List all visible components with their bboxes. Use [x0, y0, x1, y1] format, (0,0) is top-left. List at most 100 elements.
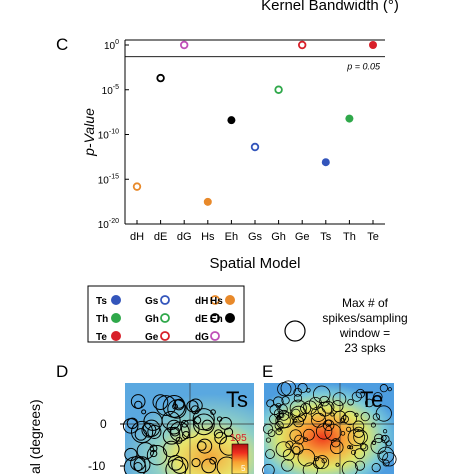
panel-d-model-label: Ts: [226, 387, 248, 412]
x-ticks: dH dE dG Hs Eh Gs Gh Ge Ts Th Te: [130, 220, 379, 243]
max-note-line3: window =: [339, 326, 390, 340]
panel-c-letter: C: [56, 35, 68, 54]
panel-e-letter: E: [262, 362, 273, 381]
spike-circle: [374, 433, 384, 444]
spike-circle: [297, 448, 316, 467]
spike-circle: [267, 429, 276, 437]
spike-circle: [331, 438, 341, 448]
legend-marker-dE: [210, 313, 220, 323]
spike-circle: [275, 402, 282, 409]
spike-circle: [319, 395, 330, 407]
spike-circle: [290, 405, 307, 423]
spike-circle: [275, 428, 283, 436]
spike-circle: [364, 398, 374, 408]
legend-label-Ts: Ts: [96, 296, 107, 307]
spike-circle: [353, 426, 365, 438]
spike-circle: [330, 412, 335, 417]
legend-label-Te: Te: [96, 332, 107, 343]
y-tick-label: 10-15: [98, 173, 119, 186]
x-tick-label-dE: dE: [154, 231, 167, 243]
spike-circle: [279, 412, 285, 419]
y-axis-label: p-Value: [81, 108, 97, 157]
spike-circle: [335, 462, 340, 467]
spike-circle: [382, 429, 388, 434]
point-Gh: [274, 85, 283, 94]
spike-circle: [360, 443, 369, 452]
spike-circle: [191, 458, 201, 468]
x-tick-label-Gh: Gh: [271, 231, 286, 243]
spike-circle: [216, 416, 223, 422]
spike-circle: [289, 429, 302, 442]
spike-circle: [123, 456, 147, 474]
spike-circle: [387, 387, 392, 392]
spike-circle: [269, 404, 281, 415]
y-tick-base: 10: [102, 86, 114, 97]
point-dH: [132, 182, 142, 191]
legend-label-dE: dE: [195, 314, 208, 325]
spike-circle: [297, 382, 308, 394]
panel-d-y-tick-0: 0: [100, 417, 107, 431]
spike-circle: [293, 394, 303, 403]
legend-label-dH: dH: [195, 296, 208, 307]
spike-circle: [342, 410, 358, 426]
legend-marker-Ts: [111, 295, 121, 305]
spike-circle: [262, 463, 275, 474]
legend-label-Hs: Hs: [210, 296, 223, 307]
spike-circle: [266, 399, 275, 408]
legend-marker-Gs: [160, 295, 170, 305]
spike-circle: [282, 448, 295, 461]
spike-circle: [290, 442, 304, 456]
y-tick-exponent: -20: [109, 218, 119, 225]
point-Ge: [298, 40, 307, 50]
point-Hs: [203, 197, 212, 206]
spike-circle: [308, 396, 322, 410]
spike-circle: [372, 441, 376, 445]
spike-circle: [289, 399, 307, 417]
legend-marker-Te: [111, 331, 121, 341]
spike-circle: [354, 412, 359, 417]
legend: Ts Gs dH Hs Th Gh dE Eh Te Ge dG: [96, 295, 235, 343]
spike-circle: [180, 419, 189, 428]
spike-circle: [130, 420, 154, 444]
spike-circle: [213, 429, 224, 439]
spike-circle: [351, 391, 362, 402]
spike-circle: [352, 420, 365, 433]
spike-circle: [351, 449, 356, 455]
legend-marker-Eh: [225, 313, 235, 323]
max-note-line4: 23 spks: [344, 341, 385, 355]
legend-marker-Hs: [225, 295, 235, 305]
y-tick-exponent: -5: [113, 84, 119, 91]
spike-circle: [142, 419, 161, 438]
spike-circle: [201, 458, 217, 474]
y-tick-label: 10-10: [98, 129, 119, 142]
y-tick-exponent: -15: [109, 173, 119, 180]
spike-circle: [136, 442, 155, 460]
spike-circle: [171, 456, 189, 474]
spike-circle: [265, 449, 275, 459]
panel-d-colorbar: [231, 443, 249, 474]
x-tick-label-Eh: Eh: [225, 231, 238, 243]
spike-circle: [265, 437, 272, 443]
y-tick-base: 10: [104, 41, 116, 52]
data-points: [132, 40, 377, 206]
panel-e-spike-circles: [262, 380, 397, 474]
spike-circle: [354, 460, 366, 471]
legend-label-Gs: Gs: [145, 296, 159, 307]
legend-label-Ge: Ge: [145, 332, 159, 343]
threshold-label: p = 0.05: [346, 62, 381, 72]
spike-circle: [360, 412, 370, 422]
point-dG: [179, 40, 189, 50]
y-tick-label: 100: [104, 39, 119, 52]
spike-circle: [302, 462, 318, 474]
x-tick-label-dG: dG: [177, 231, 192, 243]
spike-circle: [192, 408, 215, 431]
spike-circle: [317, 401, 333, 417]
spike-circle: [354, 448, 365, 460]
y-tick-label: 10-20: [98, 218, 119, 231]
spike-circle: [371, 463, 381, 473]
spike-circle: [321, 458, 327, 464]
panel-d-y-tick-minus-10: -10: [88, 459, 106, 473]
